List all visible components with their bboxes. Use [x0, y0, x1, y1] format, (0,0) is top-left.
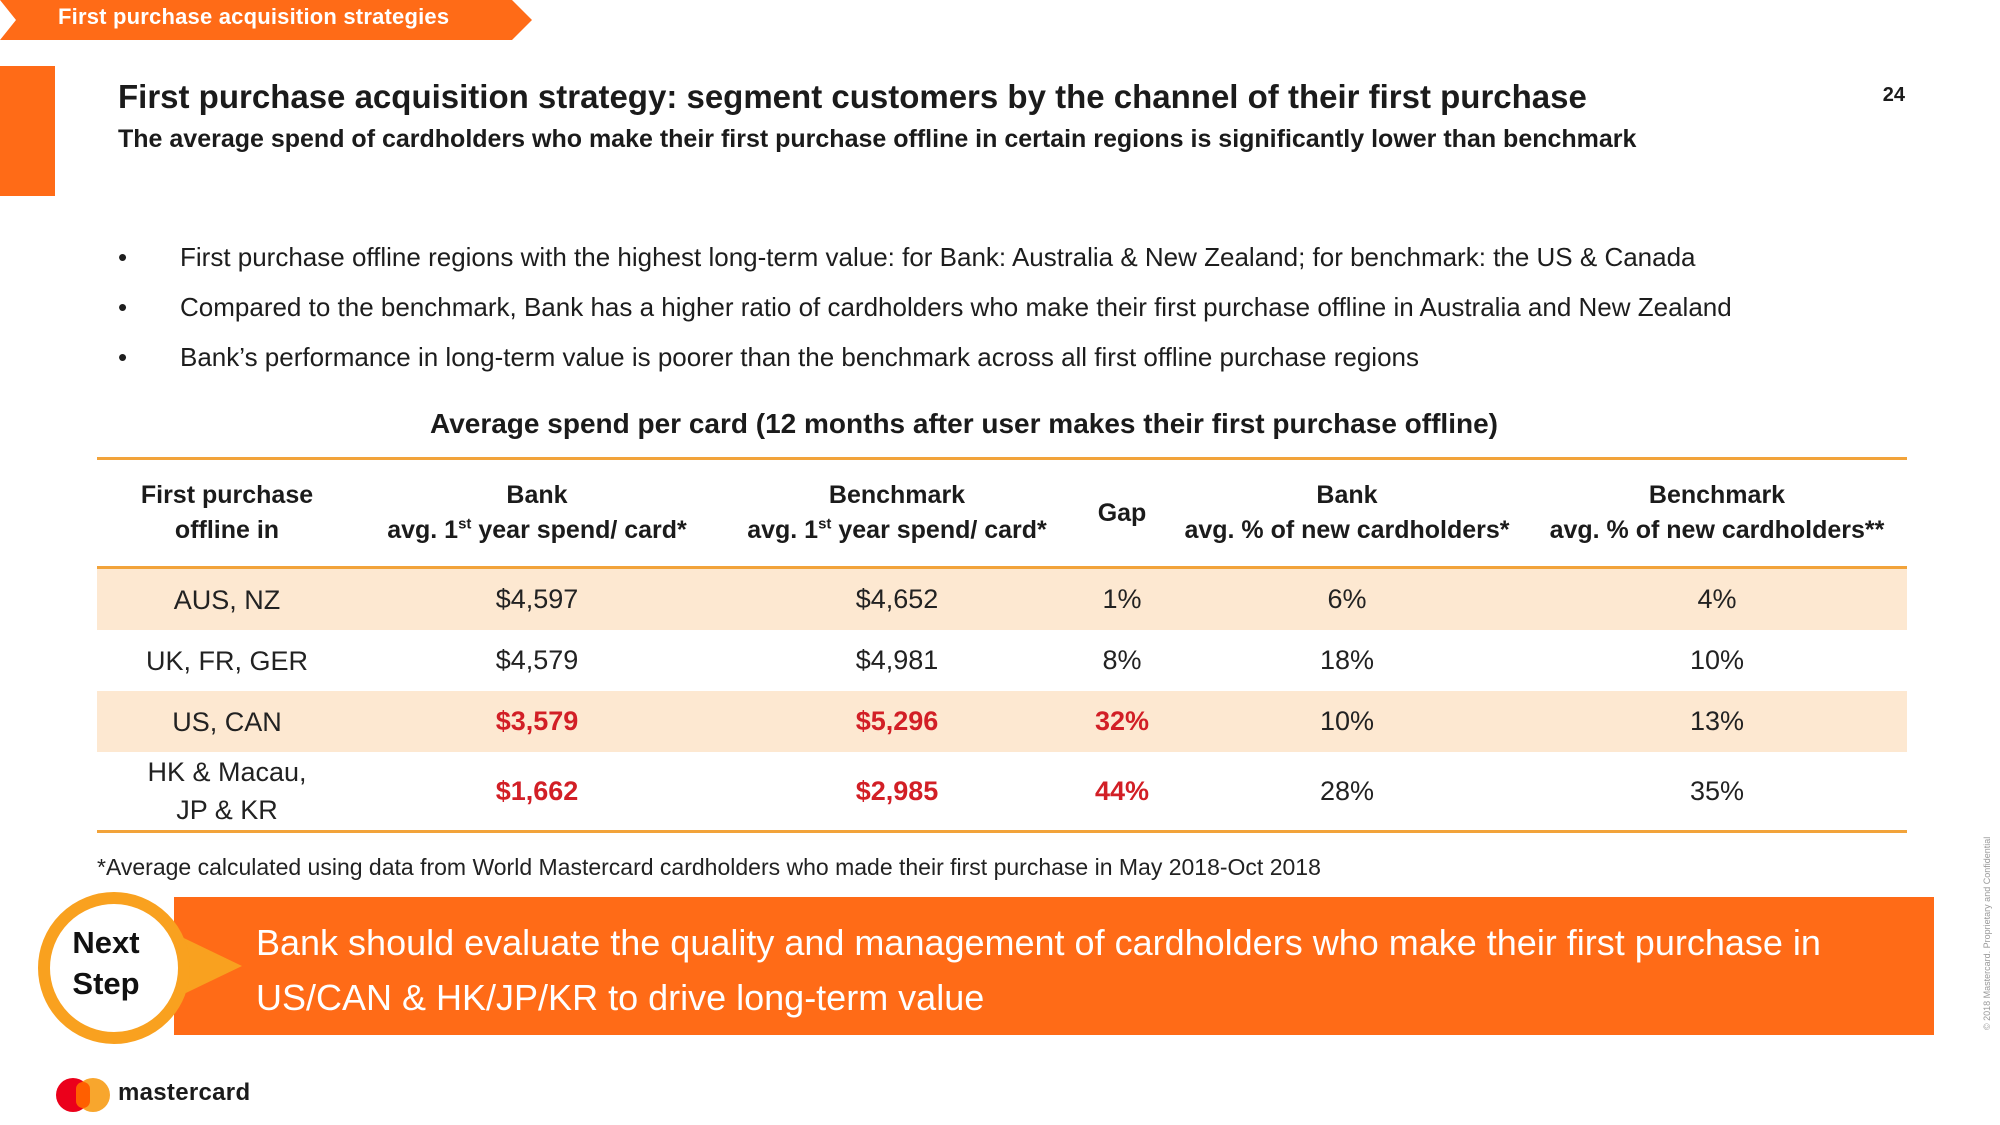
header-bench-pct-line2: avg. % of new cardholders**	[1549, 516, 1885, 544]
footnote: *Average calculated using data from Worl…	[97, 854, 1321, 880]
cell-bench-pct: 10%	[1689, 645, 1745, 675]
bullet-item: • First purchase offline regions with the…	[118, 232, 1898, 282]
cell-bench-pct: 13%	[1689, 706, 1745, 736]
header-sup: st	[818, 515, 832, 533]
cell-bench-spend: $4,652	[855, 584, 939, 614]
cell-region: AUS, NZ	[173, 584, 281, 615]
cell-gap: 44%	[1094, 775, 1150, 806]
section-tag-label: First purchase acquisition strategies	[58, 4, 450, 29]
section-tag	[0, 0, 532, 40]
header-bench-spend: Benchmark avg. 1st year spend/ card*	[717, 478, 1077, 548]
table-rule-header	[97, 566, 1907, 569]
cell-gap: 8%	[1102, 645, 1142, 675]
cell-bank-pct: 6%	[1327, 584, 1367, 614]
bullet-text: Bank’s performance in long-term value is…	[180, 342, 1419, 372]
bullet-text: Compared to the benchmark, Bank has a hi…	[180, 292, 1732, 322]
next-step-label-line2: Step	[72, 966, 140, 1001]
cell-region: US, CAN	[172, 706, 282, 737]
header-sup: st	[458, 515, 472, 533]
next-step-label-line1: Next	[72, 925, 140, 960]
header-gap: Gap	[1097, 498, 1147, 527]
header-bank-spend-line2: avg. 1st year spend/ card*	[357, 513, 717, 548]
bullet-dot: •	[118, 242, 128, 272]
next-step-label: Next Step	[55, 922, 157, 1004]
bullet-item: • Bank’s performance in long-term value i…	[118, 332, 1898, 382]
accent-bar	[0, 66, 55, 196]
cell-bench-spend: $2,985	[855, 775, 939, 806]
cell-region: HK & Macau, JP & KR	[97, 753, 357, 829]
cell-bank-pct: 10%	[1319, 706, 1375, 736]
header-bank-pct: Bank avg. % of new cardholders*	[1167, 478, 1527, 548]
header-region-line2: offline in	[174, 516, 280, 544]
brand-wordmark: mastercard	[118, 1079, 251, 1106]
header-bank-pct-line2: avg. % of new cardholders*	[1184, 516, 1510, 544]
header-text: year spend/ card*	[831, 516, 1047, 544]
header-region-line1: First purchase	[140, 481, 314, 509]
header-bank-pct-line1: Bank	[1316, 481, 1378, 509]
table-row: US, CAN $3,579 $5,296 32% 10% 13%	[97, 691, 1907, 752]
header-region: First purchase offline in	[97, 478, 357, 548]
copyright-notice: © 2018 Mastercard. Proprietary and Confi…	[1982, 836, 1992, 1030]
page-number: 24	[1882, 84, 1905, 106]
header-bank-spend: Bank avg. 1st year spend/ card*	[357, 478, 717, 548]
header-bench-spend-line2: avg. 1st year spend/ card*	[717, 513, 1077, 548]
cell-bank-pct: 28%	[1319, 775, 1375, 806]
cell-bank-spend: $4,597	[495, 584, 579, 614]
table-row: HK & Macau, JP & KR $1,662 $2,985 44% 28…	[97, 752, 1907, 830]
table-title: Average spend per card (12 months after …	[430, 408, 1498, 439]
cell-bank-spend: $3,579	[495, 706, 579, 736]
header-text: avg. 1	[747, 516, 819, 544]
cell-gap: 1%	[1102, 584, 1142, 614]
page-subtitle: The average spend of cardholders who mak…	[118, 125, 1637, 153]
cell-bench-pct: 4%	[1697, 584, 1737, 614]
next-step-banner	[174, 897, 1934, 1035]
table-rule-top	[97, 457, 1907, 460]
bullet-item: • Compared to the benchmark, Bank has a h…	[118, 282, 1898, 332]
cell-region: UK, FR, GER	[145, 645, 308, 676]
header-bench-spend-line1: Benchmark	[828, 481, 966, 509]
cell-bank-spend: $4,579	[495, 645, 579, 675]
bullet-text: First purchase offline regions with the …	[180, 242, 1696, 272]
cell-region-line1: HK & Macau,	[147, 757, 307, 787]
spend-table: First purchase offline in Bank avg. 1st …	[97, 457, 1907, 833]
cell-bank-pct: 18%	[1319, 645, 1375, 675]
table-row: UK, FR, GER $4,579 $4,981 8% 18% 10%	[97, 630, 1907, 691]
cell-region-line2: JP & KR	[176, 795, 278, 825]
table-header-row: First purchase offline in Bank avg. 1st …	[97, 460, 1907, 566]
cell-bench-spend: $5,296	[855, 706, 939, 736]
cell-gap: 32%	[1094, 706, 1150, 736]
bullet-dot: •	[118, 292, 128, 322]
bullet-list: • First purchase offline regions with the…	[118, 232, 1898, 382]
cell-bank-spend: $1,662	[495, 775, 579, 806]
header-bench-pct-line1: Benchmark	[1648, 481, 1786, 509]
table-row: AUS, NZ $4,597 $4,652 1% 6% 4%	[97, 569, 1907, 630]
mastercard-logo-icon	[56, 1078, 112, 1112]
cell-bench-pct: 35%	[1689, 775, 1745, 806]
header-text: year spend/ card*	[471, 516, 687, 544]
table-rule-bottom	[97, 830, 1907, 833]
cell-bench-spend: $4,981	[855, 645, 939, 675]
next-step-text: Bank should evaluate the quality and man…	[256, 922, 1821, 1018]
page-title: First purchase acquisition strategy: seg…	[118, 78, 1587, 115]
bullet-dot: •	[118, 342, 128, 372]
header-bench-pct: Benchmark avg. % of new cardholders**	[1527, 478, 1907, 548]
header-text: avg. 1	[387, 516, 459, 544]
header-bank-spend-line1: Bank	[506, 481, 568, 509]
